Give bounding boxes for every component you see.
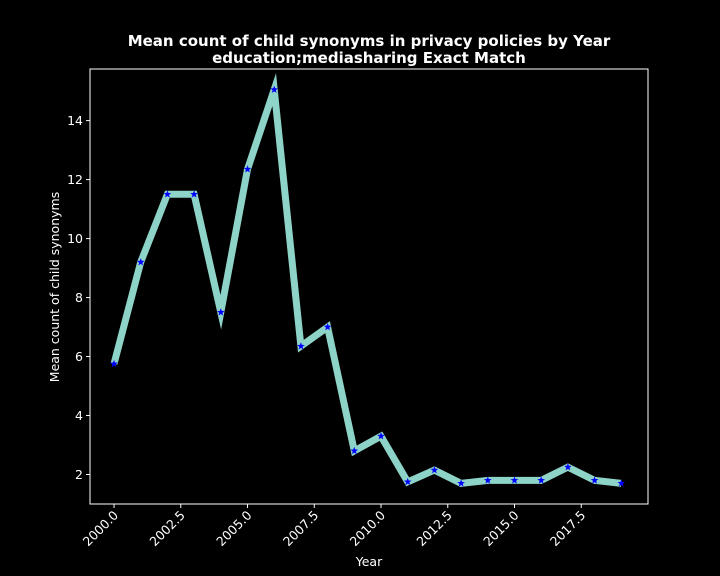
data-point-marker <box>110 359 118 368</box>
x-axis-label: Year <box>355 554 383 569</box>
series-line <box>110 73 622 487</box>
data-point-marker <box>163 190 172 198</box>
data-point-marker <box>377 432 385 440</box>
data-point-marker <box>590 476 599 484</box>
data-point-marker <box>270 85 279 93</box>
data-point-marker <box>617 479 626 487</box>
data-point-marker <box>564 463 572 471</box>
data-point-marker <box>323 323 332 331</box>
y-tick-label: 14 <box>67 113 83 128</box>
plot-marks <box>110 73 626 487</box>
data-point-marker <box>217 308 225 316</box>
data-point-marker <box>510 476 519 484</box>
chart-title: Mean count of child synonyms in privacy … <box>128 32 611 50</box>
plot-frame <box>89 68 649 505</box>
data-point-marker <box>136 258 145 266</box>
data-point-marker <box>350 446 359 455</box>
y-tick-label: 4 <box>75 408 83 423</box>
y-tick-label: 8 <box>75 290 83 305</box>
data-point-marker <box>403 477 412 486</box>
chart-subtitle: education;mediasharing Exact Match <box>212 49 526 67</box>
y-tick-label: 2 <box>75 467 83 482</box>
data-point-marker <box>484 476 492 484</box>
data-point-marker <box>297 342 305 350</box>
data-point-marker <box>430 466 439 474</box>
data-point-marker <box>190 190 198 198</box>
y-tick-label: 6 <box>75 349 83 364</box>
data-point-marker <box>537 476 546 484</box>
data-point-marker <box>243 165 252 173</box>
y-axis-label: Mean count of child synonyms <box>47 192 62 382</box>
y-tick-label: 10 <box>67 231 83 246</box>
y-tick-label: 12 <box>67 172 83 187</box>
data-point-marker <box>457 479 465 487</box>
